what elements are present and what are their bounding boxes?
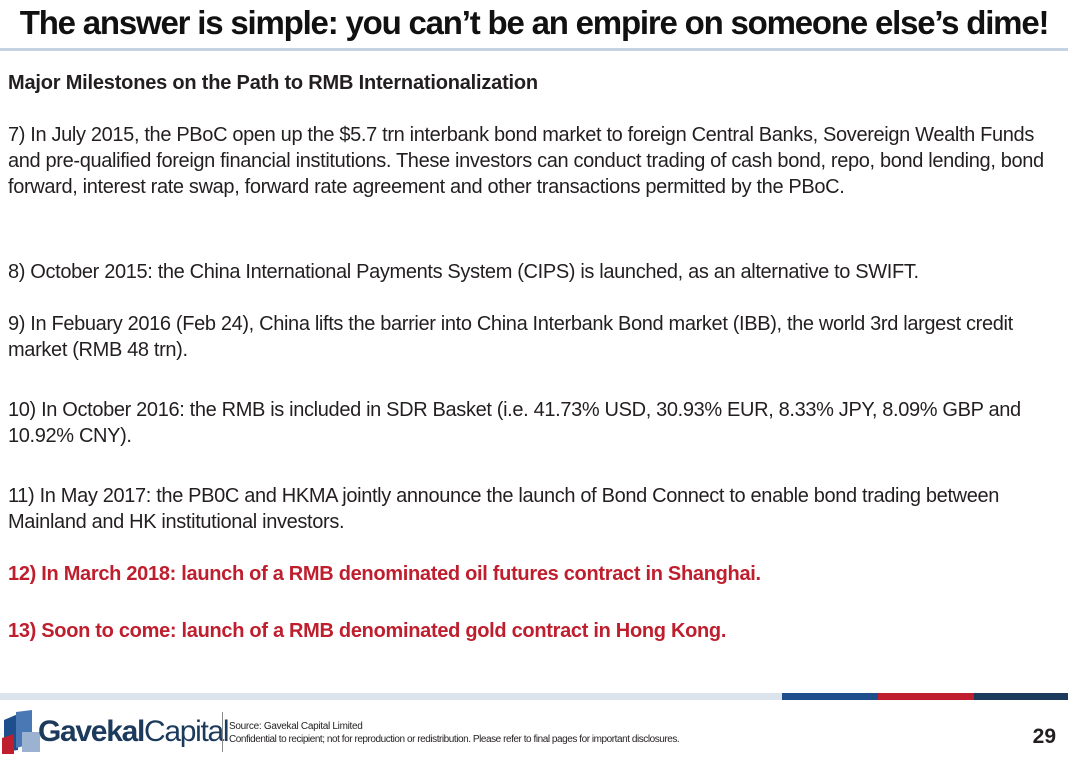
- logo-divider: [222, 712, 223, 752]
- milestone-12: 12) In March 2018: launch of a RMB denom…: [8, 563, 761, 585]
- logo-wordmark-regular: Capital: [144, 715, 230, 748]
- footer-source: Source: Gavekal Capital Limited: [229, 721, 363, 732]
- milestone-11: 11) In May 2017: the PB0C and HKMA joint…: [8, 485, 1000, 533]
- title-divider: [0, 48, 1068, 51]
- logo-wordmark-bold: Gavekal: [38, 715, 145, 748]
- milestone-9: 9) In Febuary 2016 (Feb 24), China lifts…: [8, 313, 1013, 361]
- milestone-7: 7) In July 2015, the PBoC open up the $5…: [8, 124, 1044, 198]
- page-number: 29: [1032, 725, 1056, 748]
- footer-disclaimer: Confidential to recipient; not for repro…: [229, 734, 680, 745]
- logo-wordmark: GavekalCapital: [38, 712, 230, 752]
- accent-bar-red: [878, 693, 974, 700]
- footer-divider: [0, 693, 1068, 700]
- logo-mark-icon: [2, 710, 40, 754]
- section-heading: Major Milestones on the Path to RMB Inte…: [8, 72, 538, 94]
- milestone-8: 8) October 2015: the China International…: [8, 261, 919, 283]
- accent-bar-navy: [974, 693, 1068, 700]
- milestone-13: 13) Soon to come: launch of a RMB denomi…: [8, 620, 727, 642]
- slide-title: The answer is simple: you can’t be an em…: [19, 4, 1050, 41]
- accent-bar-blue: [782, 693, 878, 700]
- milestone-10: 10) In October 2016: the RMB is included…: [8, 399, 1021, 447]
- gavekal-capital-logo: GavekalCapital: [0, 706, 230, 758]
